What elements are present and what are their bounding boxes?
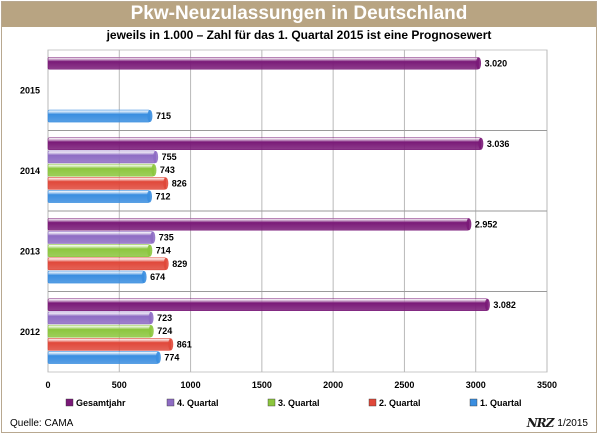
legend-swatch-2-quartal [368, 398, 377, 407]
x-tick-label: 2500 [394, 380, 414, 390]
bar-3-quartal-2012 [47, 324, 152, 338]
bar-cap [466, 218, 472, 231]
bar-1-quartal-2012 [47, 351, 159, 364]
bar-cap [484, 298, 490, 311]
legend-label-3-quartal: 3. Quartal [278, 398, 320, 408]
x-tick-label: 1000 [181, 380, 201, 390]
bar-cap [151, 164, 157, 177]
bar-cap [150, 231, 156, 244]
bar-cap [148, 311, 154, 324]
legend-label-2-quartal: 2. Quartal [379, 398, 421, 408]
publisher-logo: NRZ [526, 416, 555, 430]
bar-cap [153, 150, 159, 163]
bar-1-quartal-2015 [47, 109, 151, 123]
legend-swatch-3-quartal [267, 398, 276, 407]
data-label-4-quartal-2012: 723 [157, 313, 172, 323]
x-tick-label: 0 [45, 380, 50, 390]
bar-gesamtjahr-2014 [47, 137, 482, 151]
bar-cap [155, 351, 161, 364]
bar-3-quartal-2014 [47, 163, 155, 177]
bar-cap [147, 244, 153, 257]
title-bar: Pkw-Neuzulassungen in Deutschland [2, 2, 596, 27]
x-tick-label: 3500 [537, 380, 557, 390]
bar-cap [476, 57, 482, 70]
data-label-gesamtjahr-2013: 2.952 [475, 219, 498, 229]
bar-4-quartal-2014 [47, 150, 156, 164]
category-label-2015: 2015 [20, 85, 40, 95]
bar-1-quartal-2014 [47, 190, 150, 203]
data-label-4-quartal-2014: 755 [162, 152, 177, 162]
bar-cap [148, 325, 154, 338]
bar-2-quartal-2014 [47, 177, 167, 190]
legend-swatch-1-quartal [469, 398, 478, 407]
bar-4-quartal-2012 [47, 311, 152, 325]
x-tick-label: 3000 [466, 380, 486, 390]
bar-1-quartal-2013 [47, 270, 145, 284]
legend-label-4-quartal: 4. Quartal [177, 398, 219, 408]
x-tick-label: 2000 [323, 380, 343, 390]
bar-cap [163, 177, 169, 190]
data-label-1-quartal-2012: 774 [164, 353, 179, 363]
data-label-2-quartal-2014: 826 [172, 178, 187, 188]
category-label-2012: 2012 [20, 327, 40, 337]
data-label-4-quartal-2013: 735 [159, 232, 174, 242]
bar-cap [168, 338, 174, 351]
bar-cap [147, 190, 153, 203]
bar-cap [141, 271, 147, 284]
data-label-3-quartal-2014: 743 [160, 165, 175, 175]
bar-cap [147, 110, 153, 123]
data-label-gesamtjahr-2015: 3.020 [485, 58, 508, 68]
bar-4-quartal-2013 [47, 231, 154, 244]
bar-2-quartal-2012 [47, 338, 172, 351]
bar-gesamtjahr-2013 [47, 217, 470, 231]
publisher-mark: NRZ 1/2015 [527, 416, 588, 430]
bar-gesamtjahr-2015 [47, 56, 479, 70]
category-label-2014: 2014 [20, 166, 40, 176]
bar-2-quartal-2013 [47, 257, 167, 271]
chart-subtitle: jeweils in 1.000 – Zahl für das 1. Quart… [106, 28, 492, 42]
data-label-2-quartal-2013: 829 [172, 259, 187, 269]
x-tick-label: 1500 [252, 380, 272, 390]
bar-3-quartal-2013 [47, 244, 151, 257]
bar-cap [478, 137, 484, 150]
category-label-2013: 2013 [20, 246, 40, 256]
source-note: Quelle: CAMA [10, 418, 74, 429]
legend-label-1-quartal: 1. Quartal [480, 398, 522, 408]
bar-cap [163, 257, 169, 270]
data-label-2-quartal-2012: 861 [177, 339, 192, 349]
legend-label-gesamtjahr: Gesamtjahr [76, 398, 126, 408]
legend-swatch-4-quartal [166, 398, 175, 407]
data-label-1-quartal-2015: 715 [156, 111, 171, 121]
data-label-gesamtjahr-2012: 3.082 [493, 300, 516, 310]
edition-label: 1/2015 [557, 417, 588, 429]
data-label-3-quartal-2012: 724 [157, 326, 172, 336]
legend-swatch-gesamtjahr [65, 398, 74, 407]
chart-title: Pkw-Neuzulassungen in Deutschland [130, 3, 468, 24]
x-tick-label: 500 [112, 380, 127, 390]
data-label-3-quartal-2013: 714 [156, 246, 171, 256]
bar-gesamtjahr-2012 [47, 298, 488, 312]
data-label-gesamtjahr-2014: 3.036 [487, 139, 510, 149]
data-label-1-quartal-2014: 712 [156, 192, 171, 202]
data-label-1-quartal-2013: 674 [150, 272, 165, 282]
